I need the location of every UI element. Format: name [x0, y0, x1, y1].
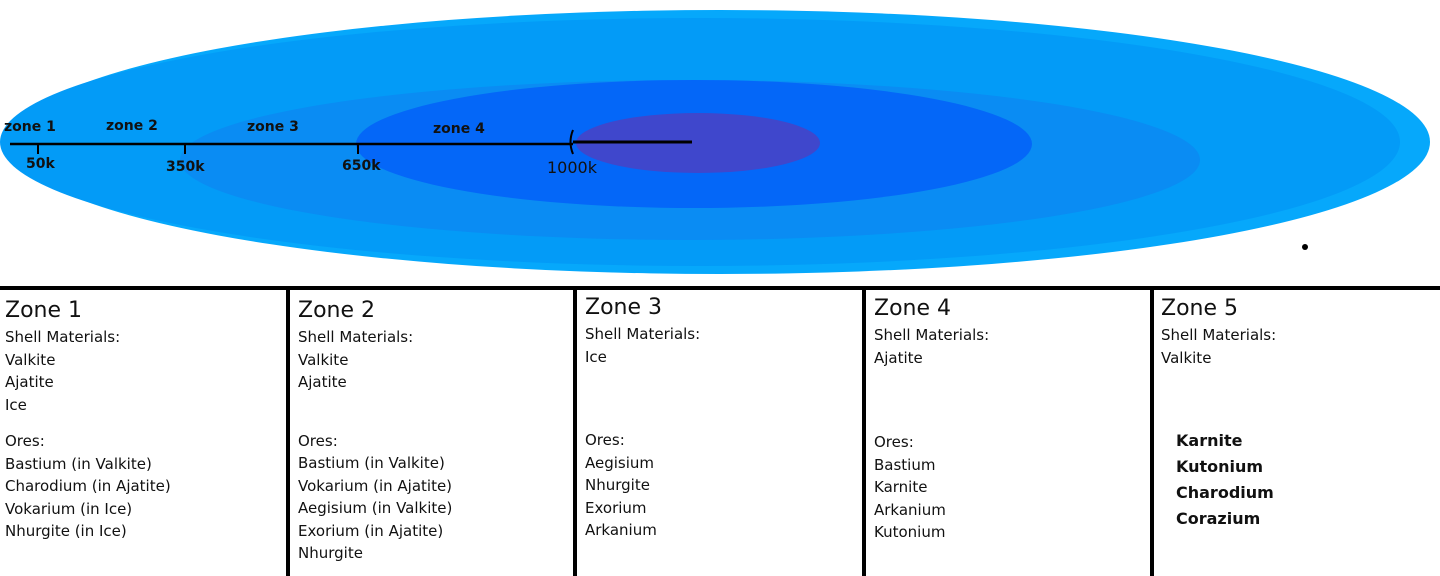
ore-item: Corazium [1176, 509, 1261, 528]
ores-label: Ores: [585, 431, 625, 449]
axis-end-cap [569, 129, 574, 155]
zone-label-1: zone 1 [4, 119, 56, 135]
ores-label: Ores: [298, 431, 338, 450]
zone-title: Zone 3 [585, 295, 662, 320]
ore-item: Exorium [585, 498, 647, 517]
ore-item: Nhurgite (in Ice) [5, 522, 127, 540]
zone-column-4: Zone 4 Shell Materials: Ajatite Ores: Ba… [866, 290, 1150, 576]
ore-item: Aegisium (in Valkite) [298, 499, 453, 517]
shell-label: Shell Materials: [874, 326, 990, 344]
ore-item: Bastium [874, 455, 936, 474]
ore-item: Charodium [1176, 483, 1274, 502]
shell-label: Shell Materials: [5, 328, 121, 346]
ore-item: Arkanium [874, 500, 946, 519]
ore-item: Charodium (in Ajatite) [5, 477, 171, 495]
shell-item: Valkite [298, 350, 349, 369]
column-divider-4 [1150, 286, 1154, 576]
shell-item: Ice [585, 347, 607, 366]
shell-label: Shell Materials: [298, 328, 414, 346]
ore-item: Karnite [1176, 431, 1243, 450]
ore-item: Vokarium (in Ice) [5, 499, 133, 518]
zone-column-1: Zone 1 Shell Materials: Valkite Ajatite … [0, 290, 286, 576]
zone-title: Zone 1 [5, 298, 82, 323]
table-top-border [0, 286, 1440, 290]
ore-item: Bastium (in Valkite) [5, 454, 152, 473]
column-divider-3 [862, 286, 866, 576]
shell-item: Valkite [5, 350, 56, 369]
zone-label-2: zone 2 [106, 118, 158, 134]
zone-title: Zone 4 [874, 296, 951, 321]
ores-label: Ores: [874, 433, 914, 451]
zone-column-5: Zone 5 Shell Materials: Valkite [1154, 290, 1440, 576]
ores-label: Ores: [5, 432, 45, 450]
ore-item: Kutonium [874, 523, 946, 541]
shell-item: Ajatite [874, 348, 923, 367]
ore-item: Nhurgite [298, 544, 363, 562]
tick-label-1000k: 1000k [547, 158, 598, 177]
zone-core [576, 113, 820, 173]
shell-label: Shell Materials: [1161, 326, 1277, 344]
column-divider-2 [573, 286, 577, 576]
tick-label-50k: 50k [26, 156, 55, 172]
zone-title: Zone 2 [298, 298, 375, 323]
zone-title: Zone 5 [1161, 296, 1238, 321]
column-divider-1 [286, 286, 290, 576]
zone-diagram: 50k 350k 650k 1000k zone 1 zone 2 zone 3… [0, 10, 1430, 274]
stray-dot [1302, 244, 1308, 250]
ore-item: Arkanium [585, 521, 657, 539]
shell-label: Shell Materials: [585, 325, 701, 343]
ore-item: Karnite [874, 478, 928, 496]
ore-item: Bastium (in Valkite) [298, 454, 445, 472]
ore-item: Nhurgite [585, 476, 650, 494]
shell-item: Valkite [1161, 348, 1212, 367]
shell-item: Ajatite [298, 373, 347, 391]
zone-5-ores: Karnite Kutonium Charodium Corazium [1176, 428, 1274, 532]
zone-label-3: zone 3 [247, 119, 299, 135]
ore-item: Kutonium [1176, 457, 1264, 476]
zone-label-4: zone 4 [433, 121, 485, 137]
tick-label-650k: 650k [342, 158, 381, 174]
ore-item: Exorium (in Ajatite) [298, 521, 444, 540]
tick-label-350k: 350k [166, 159, 205, 175]
ore-item: Aegisium [585, 453, 655, 472]
shell-item: Ajatite [5, 373, 54, 391]
zone-column-2: Zone 2 Shell Materials: Valkite Ajatite … [290, 290, 573, 576]
shell-item: Ice [5, 395, 27, 414]
zone-column-3: Zone 3 Shell Materials: Ice Ores: Aegisi… [577, 290, 862, 576]
ore-item: Vokarium (in Ajatite) [298, 476, 453, 495]
